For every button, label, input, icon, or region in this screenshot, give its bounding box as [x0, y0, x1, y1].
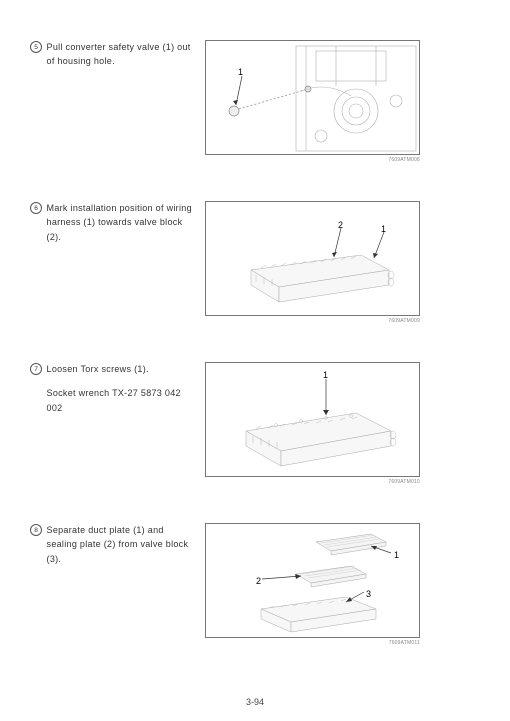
figure-wrap: 1 7609ATM010 — [205, 362, 420, 485]
step-text: 6 Mark installation position of wiring h… — [30, 201, 205, 244]
step-6: 6 Mark installation position of wiring h… — [30, 201, 480, 324]
step-7: 7 Loosen Torx screws (1). Socket wrench … — [30, 362, 480, 485]
figure-caption: 7609ATM009 — [205, 318, 420, 324]
figure-valveblock-mark: 2 1 — [205, 201, 420, 316]
figure-wrap: 1 7609ATM008 — [205, 40, 420, 163]
figure-valveblock-torx: 1 — [205, 362, 420, 477]
callout-1: 1 — [238, 67, 243, 77]
step-text: 5 Pull converter safety valve (1) out of… — [30, 40, 205, 69]
callout-3: 3 — [366, 589, 371, 599]
figure-wrap: 1 2 3 7609ATM011 — [205, 523, 420, 646]
figure-caption: 7609ATM011 — [205, 640, 420, 646]
tech-drawing-icon — [206, 363, 420, 477]
step-5: 5 Pull converter safety valve (1) out of… — [30, 40, 480, 163]
callout-2: 2 — [256, 576, 261, 586]
callout-1: 1 — [394, 550, 399, 560]
tool-spec: Socket wrench TX-27 5873 042 002 — [47, 386, 197, 415]
step-text: 7 Loosen Torx screws (1). Socket wrench … — [30, 362, 205, 415]
step-number-badge: 6 — [30, 202, 42, 214]
step-instruction: Mark installation position of wiring har… — [47, 201, 197, 244]
callout-1: 1 — [381, 224, 386, 234]
step-instruction: Separate duct plate (1) and sealing plat… — [47, 523, 197, 566]
figure-caption: 7609ATM010 — [205, 479, 420, 485]
step-instruction: Pull converter safety valve (1) out of h… — [47, 40, 197, 69]
step-number-badge: 5 — [30, 41, 42, 53]
step-number-badge: 7 — [30, 363, 42, 375]
step-instruction-text: Loosen Torx screws (1). — [47, 364, 149, 374]
step-instruction: Loosen Torx screws (1). Socket wrench TX… — [47, 362, 197, 415]
tech-drawing-icon — [206, 524, 420, 638]
tech-drawing-icon — [206, 41, 420, 155]
step-text: 8 Separate duct plate (1) and sealing pl… — [30, 523, 205, 566]
figure-caption: 7609ATM008 — [205, 157, 420, 163]
figure-wrap: 2 1 7609ATM009 — [205, 201, 420, 324]
callout-1: 1 — [323, 370, 328, 380]
page-number: 3-94 — [0, 697, 510, 707]
callout-2: 2 — [338, 220, 343, 230]
tech-drawing-icon — [206, 202, 420, 316]
manual-page: 5 Pull converter safety valve (1) out of… — [0, 0, 510, 721]
step-number-badge: 8 — [30, 524, 42, 536]
figure-housing: 1 — [205, 40, 420, 155]
step-8: 8 Separate duct plate (1) and sealing pl… — [30, 523, 480, 646]
figure-exploded: 1 2 3 — [205, 523, 420, 638]
